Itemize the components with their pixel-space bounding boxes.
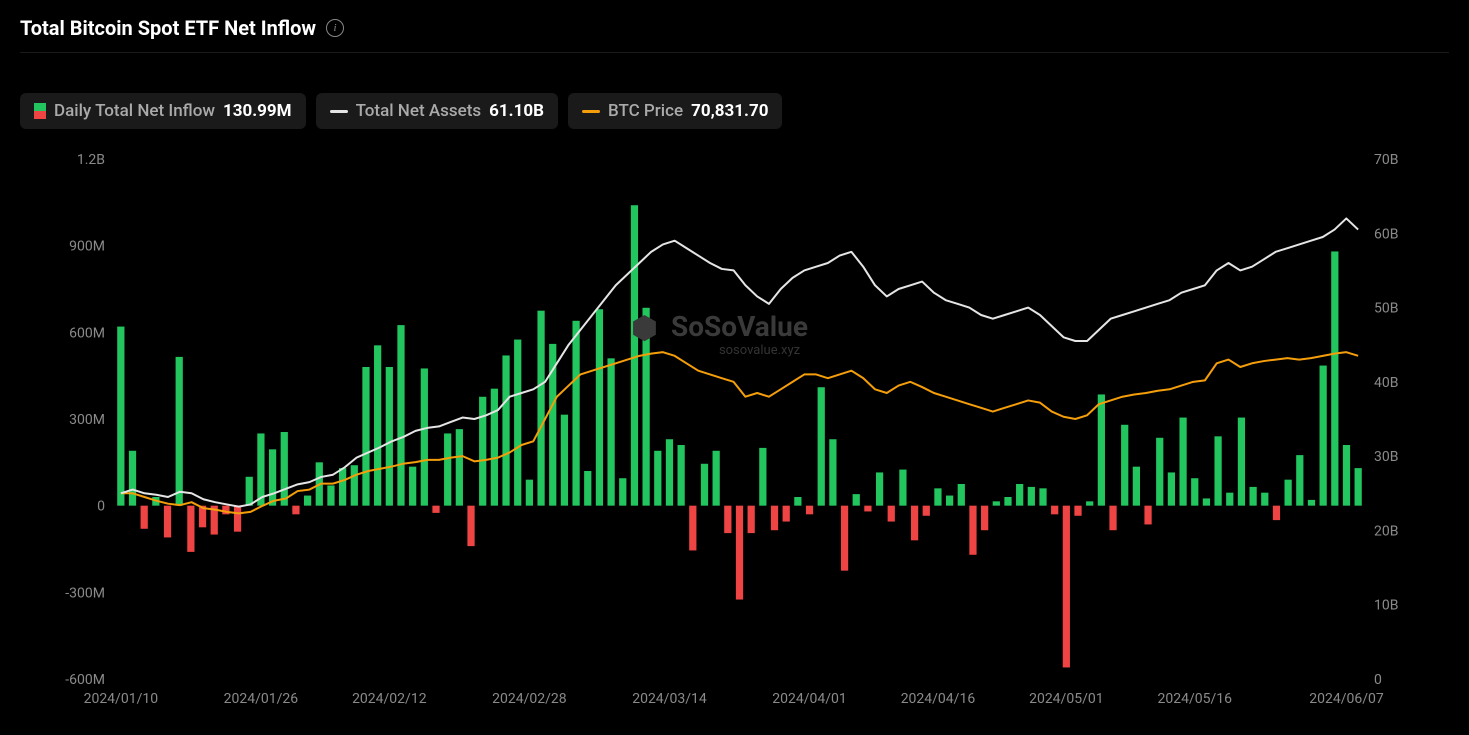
chart-area: -600M -300M 0 300M 600M 900M 1.2B 0 10B 20B 30B 40B… xyxy=(20,149,1449,709)
chart-header: Total Bitcoin Spot ETF Net Inflow i xyxy=(20,16,1449,53)
svg-text:-300M: -300M xyxy=(65,585,105,601)
legend-value: 70,831.70 xyxy=(691,101,768,121)
svg-text:1.2B: 1.2B xyxy=(77,152,105,168)
legend-label: Daily Total Net Inflow xyxy=(54,101,215,121)
svg-text:10B: 10B xyxy=(1374,598,1398,614)
svg-text:2024/02/28: 2024/02/28 xyxy=(492,691,567,707)
legend-label: Total Net Assets xyxy=(356,101,482,121)
svg-text:40B: 40B xyxy=(1374,375,1398,391)
svg-text:300M: 300M xyxy=(69,412,105,428)
svg-text:2024/03/14: 2024/03/14 xyxy=(632,691,707,707)
svg-text:⬢: ⬢ xyxy=(631,311,657,346)
legend-daily-inflow[interactable]: Daily Total Net Inflow 130.99M xyxy=(20,93,306,129)
svg-text:600M: 600M xyxy=(69,325,105,341)
svg-text:2024/05/01: 2024/05/01 xyxy=(1029,691,1104,707)
svg-text:2024/06/07: 2024/06/07 xyxy=(1309,691,1384,707)
legend-swatch-line xyxy=(330,110,348,113)
svg-text:2024/01/26: 2024/01/26 xyxy=(224,691,299,707)
svg-text:2024/05/16: 2024/05/16 xyxy=(1157,691,1232,707)
svg-text:2024/04/01: 2024/04/01 xyxy=(772,691,847,707)
legend-swatch-line xyxy=(582,110,600,113)
svg-text:-600M: -600M xyxy=(65,672,105,688)
legend-value: 61.10B xyxy=(489,101,544,121)
svg-text:900M: 900M xyxy=(69,239,105,255)
info-icon[interactable]: i xyxy=(326,19,344,37)
chart-title: Total Bitcoin Spot ETF Net Inflow xyxy=(20,16,316,40)
svg-text:20B: 20B xyxy=(1374,523,1398,539)
svg-text:60B: 60B xyxy=(1374,226,1398,242)
combo-chart[interactable]: -600M -300M 0 300M 600M 900M 1.2B 0 10B 20B 30B 40B… xyxy=(20,149,1449,709)
legend-total-assets[interactable]: Total Net Assets 61.10B xyxy=(316,93,558,129)
svg-text:SoSoValue: SoSoValue xyxy=(671,310,808,343)
legend-swatch-bar xyxy=(34,103,46,119)
svg-text:70B: 70B xyxy=(1374,152,1398,168)
svg-text:0: 0 xyxy=(97,499,105,515)
svg-text:50B: 50B xyxy=(1374,301,1398,317)
svg-text:0: 0 xyxy=(1374,672,1382,688)
svg-text:2024/02/12: 2024/02/12 xyxy=(352,691,427,707)
legend-btc-price[interactable]: BTC Price 70,831.70 xyxy=(568,93,783,129)
svg-text:sosovalue.xyz: sosovalue.xyz xyxy=(719,343,801,358)
legend-value: 130.99M xyxy=(223,101,292,121)
svg-text:2024/01/10: 2024/01/10 xyxy=(84,691,159,707)
legend-label: BTC Price xyxy=(608,101,683,121)
svg-text:2024/04/16: 2024/04/16 xyxy=(901,691,976,707)
svg-text:30B: 30B xyxy=(1374,449,1398,465)
chart-legend: Daily Total Net Inflow 130.99M Total Net… xyxy=(20,93,1449,129)
